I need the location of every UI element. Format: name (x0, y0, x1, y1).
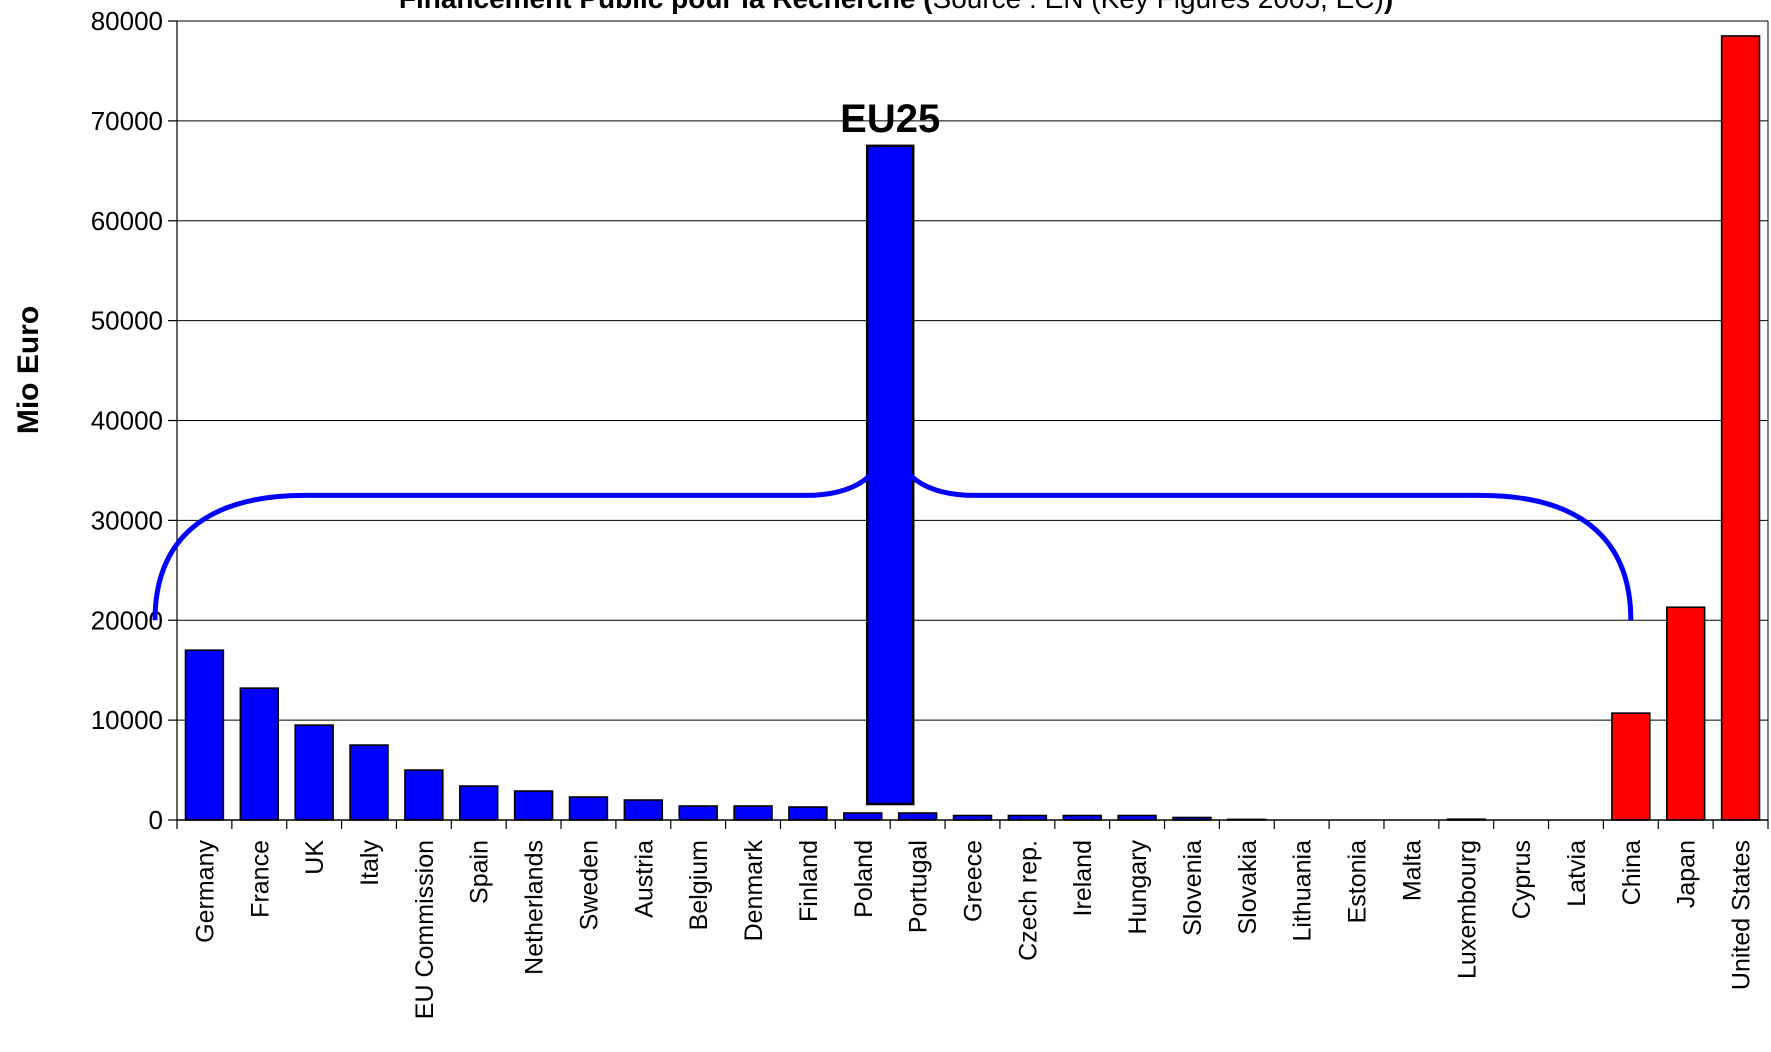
x-tick-label: Malta (1398, 840, 1426, 901)
bar-uk (294, 724, 334, 821)
x-tick-label: Slovenia (1179, 840, 1207, 936)
eu25-bar (865, 144, 915, 806)
x-tick-label: Germany (191, 840, 219, 943)
x-tick-label: Japan (1673, 840, 1701, 908)
bars (184, 35, 1761, 821)
chart-title: Financement Public pour la Recherche (So… (399, 0, 1393, 14)
x-tick-label: Finland (795, 840, 823, 922)
y-axis-label-group: Mio Euro (12, 306, 45, 434)
x-tick-label: Luxembourg (1453, 840, 1481, 979)
eu25-annotation: EU25 (152, 97, 1634, 806)
bar-sweden (568, 796, 609, 821)
x-tick-label: Netherlands (521, 840, 549, 975)
bar-italy (349, 744, 389, 821)
bar-japan (1665, 606, 1706, 821)
y-tick-label: 20000 (91, 605, 163, 635)
bar-united-states (1720, 35, 1761, 821)
x-tick-label: France (246, 840, 274, 918)
x-tick-label: United States (1728, 840, 1756, 990)
x-tick-label: Poland (850, 840, 878, 918)
bar-france (239, 687, 280, 821)
bar-denmark (733, 805, 773, 821)
x-tick-label: Spain (466, 840, 494, 904)
x-tick-label: Estonia (1344, 840, 1372, 923)
y-tick-label: 10000 (91, 705, 163, 735)
x-tick-label: UK (301, 840, 329, 875)
chart-title-end: ) (1384, 0, 1393, 14)
x-tick-label: Czech rep. (1014, 840, 1042, 961)
bar-germany (184, 649, 225, 821)
bar-eu-commission (404, 769, 444, 821)
x-tick-label: Latvia (1563, 840, 1591, 907)
y-tick-label: 80000 (91, 6, 163, 36)
bar-poland (843, 812, 883, 821)
x-tick-label: Greece (960, 840, 988, 922)
x-tick-label: Belgium (685, 840, 713, 930)
x-axis: Germany France UK Italy EU Commission Spain Ne… (176, 819, 1769, 1019)
y-tick-label: 60000 (91, 206, 163, 236)
x-tick-label: Italy (356, 840, 384, 886)
y-axis: 0 10000 20000 30000 40000 50000 60000 70000 8000… (91, 6, 1769, 835)
x-tick-label: Lithuania (1289, 840, 1317, 942)
eu25-brace (152, 431, 1634, 621)
bar-portugal (897, 812, 938, 821)
bar-austria (623, 799, 664, 821)
y-tick-label: 70000 (91, 106, 163, 136)
y-tick-label: 50000 (91, 306, 163, 336)
chart-title-bold: Financement Public pour la Recherche ( (399, 0, 933, 14)
x-tick-label: EU Commission (411, 840, 439, 1019)
bar-spain (459, 785, 499, 821)
x-tick-label: Cyprus (1508, 840, 1536, 919)
x-tick-label: Denmark (740, 840, 768, 942)
x-tick-label: Portugal (905, 840, 933, 933)
bar-finland (788, 806, 828, 821)
gridlines (177, 20, 1768, 721)
y-axis-label: Mio Euro (12, 306, 45, 434)
x-tick-label: China (1618, 840, 1646, 905)
x-tick-label: Austria (630, 840, 658, 918)
x-tick-label: Hungary (1124, 840, 1152, 935)
chart-title-source: Source : EN (Key Figures 2005, EC) (933, 0, 1384, 14)
x-tick-label: Sweden (575, 840, 603, 930)
bar-netherlands (513, 790, 554, 821)
y-tick-label: 0 (149, 805, 163, 835)
y-tick-label: 30000 (91, 505, 163, 535)
x-tick-label: Ireland (1069, 840, 1097, 916)
bar-china (1611, 712, 1651, 821)
y-tick-label: 40000 (91, 406, 163, 436)
bar-belgium (678, 805, 718, 821)
eu25-label: EU25 (840, 97, 940, 141)
x-tick-label: Slovakia (1234, 840, 1262, 935)
